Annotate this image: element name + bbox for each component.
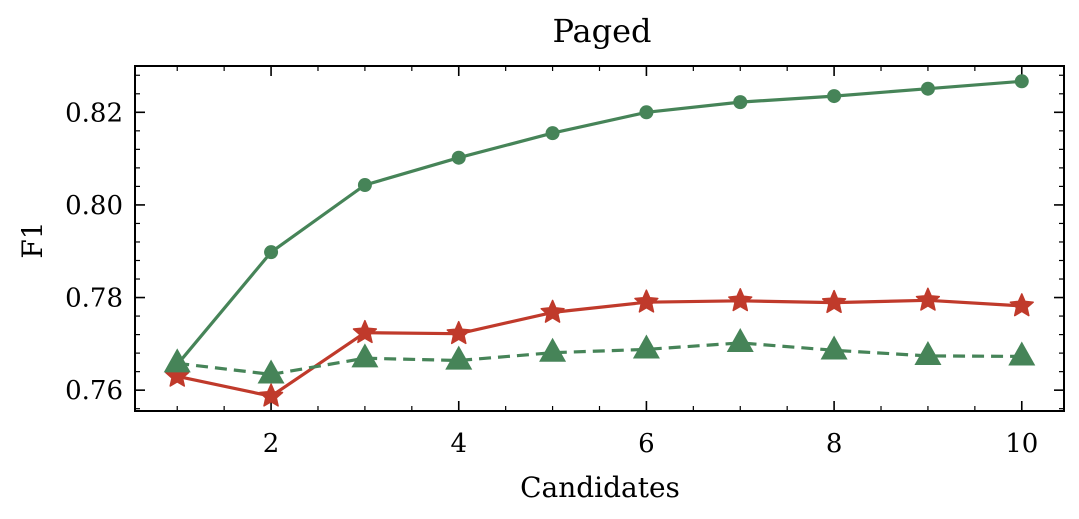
data-point-circle <box>733 95 748 110</box>
data-point-star <box>821 289 847 314</box>
data-point-circle <box>827 89 842 104</box>
data-point-triangle <box>632 334 660 359</box>
series-circle <box>170 74 1029 372</box>
data-point-star <box>728 288 753 312</box>
data-point-triangle <box>351 343 379 368</box>
data-point-triangle <box>257 359 285 384</box>
data-point-star <box>634 289 659 313</box>
data-point-triangle <box>539 337 567 362</box>
data-point-star <box>352 319 378 344</box>
x-axis-label: Candidates <box>520 471 680 504</box>
chart-title: Paged <box>552 12 651 50</box>
data-point-triangle <box>914 341 942 366</box>
data-point-circle <box>1014 74 1029 89</box>
data-point-star <box>1009 293 1034 317</box>
x-tick-label: 4 <box>450 429 467 459</box>
x-tick-label: 8 <box>826 429 843 459</box>
data-point-circle <box>639 105 654 120</box>
x-tick-label: 2 <box>263 429 280 459</box>
y-tick-label: 0.82 <box>65 98 123 128</box>
y-tick-label: 0.80 <box>65 191 123 221</box>
data-point-star <box>915 287 941 311</box>
y-tick-label: 0.78 <box>65 284 123 314</box>
data-point-triangle <box>163 348 191 373</box>
x-axis: 2 4 6 8 10 <box>176 66 1038 459</box>
data-point-circle <box>920 81 935 96</box>
y-axis: 0.76 0.78 0.80 0.82 <box>65 74 1064 410</box>
x-tick-label: 10 <box>1005 429 1038 459</box>
y-axis-label: F1 <box>16 221 49 258</box>
data-point-star <box>540 299 565 323</box>
data-point-triangle <box>1008 341 1036 366</box>
series-triangle <box>163 328 1036 384</box>
data-point-circle <box>357 178 372 193</box>
data-point-star <box>446 320 471 345</box>
series-line <box>176 298 1022 398</box>
series-layer <box>163 74 1036 407</box>
data-point-circle <box>545 126 560 141</box>
data-point-triangle <box>820 335 848 360</box>
series-line <box>175 79 1022 366</box>
series-star <box>165 287 1034 407</box>
y-tick-label: 0.76 <box>65 376 123 406</box>
x-tick-label: 6 <box>638 429 655 459</box>
data-point-triangle <box>726 328 754 353</box>
data-point-circle <box>451 150 466 165</box>
series-line <box>177 341 1022 376</box>
data-point-circle <box>264 245 279 260</box>
data-point-star <box>258 383 284 407</box>
data-point-triangle <box>445 345 473 370</box>
